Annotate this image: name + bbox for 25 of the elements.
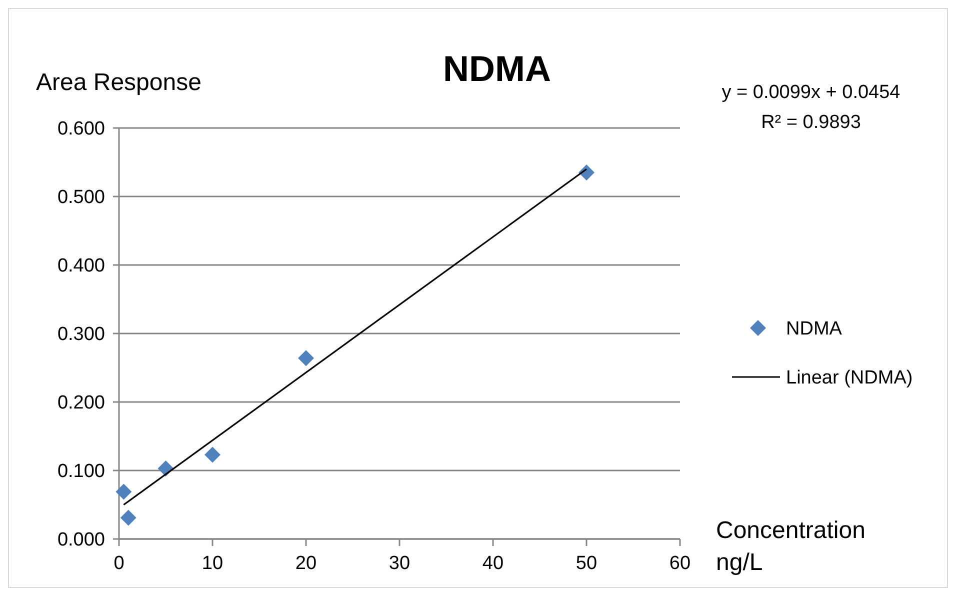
point xyxy=(204,446,220,463)
y-tick-label: 0.200 xyxy=(57,392,105,414)
x-tick-label: 40 xyxy=(482,553,504,574)
y-axis-title: Area Response xyxy=(36,69,202,96)
x-tick-label: 60 xyxy=(669,553,691,574)
point xyxy=(298,350,314,366)
x-axis-title: Concentration ng/L xyxy=(716,517,866,576)
x-tick-label: 10 xyxy=(202,553,224,574)
legend-label: NDMA xyxy=(786,318,842,340)
x-tick-label: 0 xyxy=(114,553,124,574)
y-tick-label: 0.000 xyxy=(57,530,105,551)
text: R² = 0.9893 xyxy=(761,112,861,133)
point xyxy=(116,484,132,500)
y-tick-label: 0.500 xyxy=(57,187,105,208)
y-tick-label: 0.600 xyxy=(57,118,105,140)
chart-title: NDMA xyxy=(443,48,551,89)
text: y = 0.0099x + 0.0454 xyxy=(722,82,901,103)
x-tick-label: 50 xyxy=(576,553,598,574)
point xyxy=(120,510,136,526)
legend-label: Linear (NDMA) xyxy=(786,368,913,389)
y-tick-label: 0.300 xyxy=(57,324,105,346)
y-tick-label: 0.100 xyxy=(57,461,105,482)
x-tick-label: 20 xyxy=(295,553,317,574)
x-tick-label: 30 xyxy=(388,553,410,574)
y-tick-label: 0.400 xyxy=(57,256,105,277)
